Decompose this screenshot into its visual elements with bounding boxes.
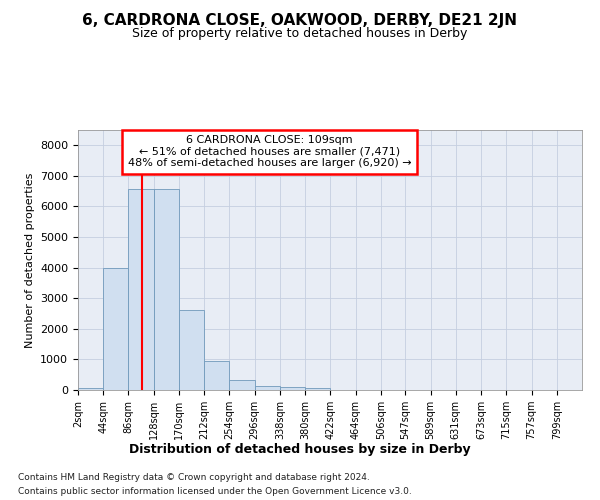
Bar (128, 188, 154, 390)
Text: Size of property relative to detached houses in Derby: Size of property relative to detached ho… (133, 28, 467, 40)
Bar (103, 268, 128, 390)
Bar (154, 188, 179, 390)
Text: Contains public sector information licensed under the Open Government Licence v3: Contains public sector information licen… (18, 488, 412, 496)
Bar (254, 386, 280, 390)
Text: 6 CARDRONA CLOSE: 109sqm
← 51% of detached houses are smaller (7,471)
48% of sem: 6 CARDRONA CLOSE: 109sqm ← 51% of detach… (128, 135, 412, 168)
Bar (179, 310, 204, 390)
Bar (229, 380, 254, 390)
Bar (305, 388, 331, 390)
Y-axis label: Number of detached properties: Number of detached properties (25, 172, 35, 348)
Bar (78, 388, 103, 390)
Bar (280, 387, 305, 390)
Text: 6, CARDRONA CLOSE, OAKWOOD, DERBY, DE21 2JN: 6, CARDRONA CLOSE, OAKWOOD, DERBY, DE21 … (83, 12, 517, 28)
Text: Contains HM Land Registry data © Crown copyright and database right 2024.: Contains HM Land Registry data © Crown c… (18, 472, 370, 482)
Bar (204, 360, 229, 390)
Text: Distribution of detached houses by size in Derby: Distribution of detached houses by size … (129, 442, 471, 456)
